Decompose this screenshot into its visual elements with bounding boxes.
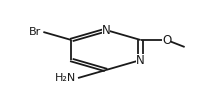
Text: N: N	[136, 54, 145, 66]
Text: H₂N: H₂N	[55, 73, 76, 83]
Text: N: N	[102, 24, 110, 36]
Text: O: O	[162, 34, 171, 46]
Text: Br: Br	[29, 27, 41, 37]
